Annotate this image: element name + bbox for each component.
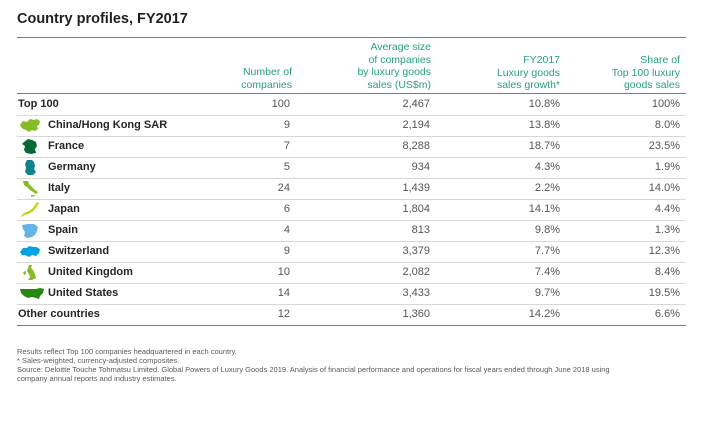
table-row-italy: Italy 24 1,439 2.2% 14.0% <box>17 178 686 200</box>
usa-map-icon <box>20 288 44 299</box>
cell-companies: 14 <box>277 287 290 299</box>
italy-map-icon <box>23 181 38 197</box>
table-row-china: China/Hong Kong SAR 9 2,194 13.8% 8.0% <box>17 115 686 137</box>
cell-average-size: 813 <box>411 224 430 236</box>
cell-companies: 12 <box>277 308 290 320</box>
row-label: Spain <box>48 224 78 236</box>
cell-share: 6.6% <box>654 308 680 320</box>
row-label: United States <box>48 287 119 299</box>
cell-growth: 13.8% <box>528 119 560 131</box>
table-row-france: France 7 8,288 18.7% 23.5% <box>17 136 686 158</box>
row-label: Japan <box>48 203 80 215</box>
footnotes: Results reflect Top 100 companies headqu… <box>17 347 687 383</box>
cell-share: 19.5% <box>648 287 680 299</box>
cell-growth: 7.4% <box>534 266 560 278</box>
spain-map-icon <box>22 224 38 238</box>
cell-growth: 9.7% <box>534 287 560 299</box>
cell-average-size: 1,804 <box>402 203 430 215</box>
cell-average-size: 2,194 <box>402 119 430 131</box>
cell-average-size: 1,360 <box>402 308 430 320</box>
cell-companies: 24 <box>277 182 290 194</box>
uk-map-icon <box>23 265 36 280</box>
cell-companies: 100 <box>271 98 290 110</box>
cell-companies: 7 <box>283 140 290 152</box>
footnote-asterisk: * Sales-weighted, currency-adjusted comp… <box>17 356 180 365</box>
top-divider <box>17 37 686 38</box>
row-label: Germany <box>48 161 96 173</box>
header-number-of-companies: Number of companies <box>241 66 292 91</box>
cell-growth: 18.7% <box>528 140 560 152</box>
table-row-top-100: Top 100 100 2,467 10.8% 100% <box>17 94 686 116</box>
cell-share: 1.9% <box>654 161 680 173</box>
table-row-germany: Germany 5 934 4.3% 1.9% <box>17 157 686 179</box>
cell-companies: 10 <box>277 266 290 278</box>
page-title: Country profiles, FY2017 <box>17 11 188 27</box>
cell-growth: 14.1% <box>528 203 560 215</box>
cell-average-size: 3,433 <box>402 287 430 299</box>
cell-share: 100% <box>651 98 680 110</box>
header-divider <box>17 93 686 94</box>
cell-growth: 7.7% <box>534 245 560 257</box>
row-label: China/Hong Kong SAR <box>48 119 168 131</box>
header-average-size: Average size of companies by luxury good… <box>357 41 431 91</box>
cell-average-size: 1,439 <box>402 182 430 194</box>
footnote-results: Results reflect Top 100 companies headqu… <box>17 347 237 356</box>
row-label: Top 100 <box>18 98 59 110</box>
cell-average-size: 2,082 <box>402 266 430 278</box>
france-map-icon <box>22 139 37 154</box>
china-map-icon <box>20 119 40 132</box>
footnote-source: Source: Deloitte Touche Tohmatsu Limited… <box>17 365 610 374</box>
table-row-other-countries: Other countries 12 1,360 14.2% 6.6% <box>17 304 686 326</box>
cell-companies: 4 <box>283 224 290 236</box>
table-row-japan: Japan 6 1,804 14.1% 4.4% <box>17 199 686 221</box>
cell-average-size: 3,379 <box>402 245 430 257</box>
cell-companies: 5 <box>283 161 290 173</box>
row-label: Other countries <box>18 308 100 320</box>
row-label: France <box>48 140 85 152</box>
table-row-switzerland: Switzerland 9 3,379 7.7% 12.3% <box>17 241 686 263</box>
cell-companies: 9 <box>283 119 290 131</box>
cell-average-size: 2,467 <box>402 98 430 110</box>
cell-growth: 2.2% <box>534 182 560 194</box>
cell-share: 12.3% <box>648 245 680 257</box>
germany-map-icon <box>25 160 36 175</box>
cell-average-size: 8,288 <box>402 140 430 152</box>
cell-share: 23.5% <box>648 140 680 152</box>
row-label: Italy <box>48 182 71 194</box>
table-row-united-kingdom: United Kingdom 10 2,082 7.4% 8.4% <box>17 262 686 284</box>
header-sales-growth: FY2017 Luxury goods sales growth* <box>496 54 560 92</box>
cell-share: 14.0% <box>648 182 680 194</box>
cell-average-size: 934 <box>411 161 430 173</box>
cell-share: 1.3% <box>654 224 680 236</box>
cell-growth: 10.8% <box>528 98 560 110</box>
cell-share: 4.4% <box>654 203 680 215</box>
table-row-united-states: United States 14 3,433 9.7% 19.5% <box>17 283 686 305</box>
row-label: United Kingdom <box>48 266 133 278</box>
cell-share: 8.0% <box>654 119 680 131</box>
cell-companies: 6 <box>283 203 290 215</box>
switzerland-map-icon <box>20 246 40 257</box>
row-label: Switzerland <box>48 245 110 257</box>
japan-map-icon <box>21 202 39 217</box>
header-share: Share of Top 100 luxury goods sales <box>611 54 680 92</box>
cell-growth: 9.8% <box>534 224 560 236</box>
cell-growth: 4.3% <box>534 161 560 173</box>
table-row-spain: Spain 4 813 9.8% 1.3% <box>17 220 686 242</box>
cell-growth: 14.2% <box>528 308 560 320</box>
footnote-source-continued: company annual reports and industry esti… <box>17 374 177 383</box>
cell-companies: 9 <box>283 245 290 257</box>
cell-share: 8.4% <box>654 266 680 278</box>
